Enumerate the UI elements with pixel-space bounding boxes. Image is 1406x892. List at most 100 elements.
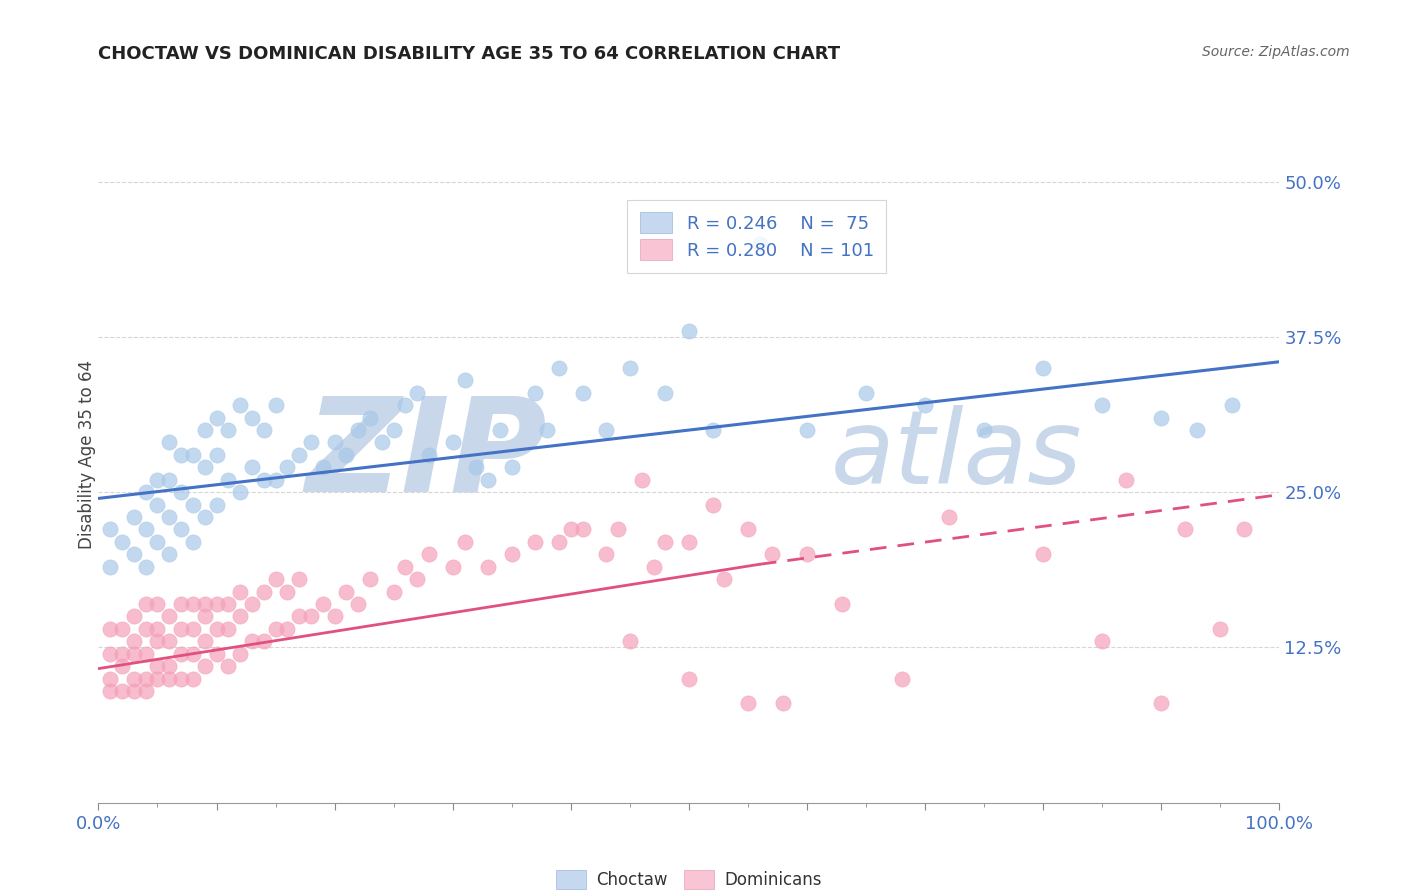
Point [122, 647, 145, 661]
Point [217, 622, 239, 636]
Point [135, 597, 157, 611]
Point [323, 609, 346, 624]
Point [1209, 622, 1232, 636]
Point [1233, 523, 1256, 537]
Text: atlas: atlas [831, 405, 1083, 505]
Point [394, 398, 416, 412]
Point [194, 659, 217, 673]
Point [264, 572, 287, 586]
Point [1174, 523, 1197, 537]
Point [122, 547, 145, 561]
Point [1150, 410, 1173, 425]
Point [335, 584, 357, 599]
Point [441, 435, 464, 450]
Point [1032, 361, 1054, 376]
Point [524, 535, 547, 549]
Point [111, 535, 134, 549]
Point [146, 597, 169, 611]
Point [181, 498, 204, 512]
Point [359, 572, 381, 586]
Point [217, 473, 239, 487]
Point [253, 584, 276, 599]
Point [855, 385, 877, 400]
Point [240, 597, 263, 611]
Point [146, 672, 169, 686]
Point [135, 647, 157, 661]
Point [772, 697, 794, 711]
Text: ZIP: ZIP [305, 392, 547, 518]
Point [170, 523, 193, 537]
Point [157, 547, 180, 561]
Point [122, 609, 145, 624]
Point [382, 423, 405, 437]
Point [737, 697, 759, 711]
Point [489, 423, 512, 437]
Point [205, 647, 228, 661]
Point [465, 460, 488, 475]
Point [619, 361, 641, 376]
Point [229, 647, 252, 661]
Point [98, 684, 121, 698]
Point [217, 597, 239, 611]
Point [536, 423, 558, 437]
Point [194, 460, 217, 475]
Point [276, 460, 298, 475]
Point [571, 385, 593, 400]
Point [1115, 473, 1137, 487]
Point [654, 535, 676, 549]
Point [938, 510, 960, 524]
Point [796, 547, 818, 561]
Point [240, 410, 263, 425]
Point [157, 510, 180, 524]
Point [253, 473, 276, 487]
Point [253, 423, 276, 437]
Point [524, 385, 547, 400]
Point [111, 659, 134, 673]
Point [441, 559, 464, 574]
Point [181, 535, 204, 549]
Point [194, 597, 217, 611]
Point [548, 535, 571, 549]
Point [702, 498, 724, 512]
Point [205, 448, 228, 462]
Point [98, 622, 121, 636]
Point [229, 485, 252, 500]
Point [170, 485, 193, 500]
Point [240, 634, 263, 648]
Point [335, 448, 357, 462]
Point [761, 547, 783, 561]
Point [135, 622, 157, 636]
Point [229, 584, 252, 599]
Point [748, 236, 770, 251]
Point [157, 634, 180, 648]
Point [453, 535, 475, 549]
Legend: Choctaw, Dominicans: Choctaw, Dominicans [550, 863, 828, 892]
Point [560, 523, 582, 537]
Point [194, 510, 217, 524]
Point [299, 609, 322, 624]
Point [170, 647, 193, 661]
Point [146, 473, 169, 487]
Point [122, 510, 145, 524]
Point [595, 547, 617, 561]
Point [678, 535, 700, 549]
Point [146, 634, 169, 648]
Point [170, 448, 193, 462]
Point [157, 672, 180, 686]
Point [122, 634, 145, 648]
Point [135, 523, 157, 537]
Point [595, 423, 617, 437]
Point [288, 572, 311, 586]
Y-axis label: Disability Age 35 to 64: Disability Age 35 to 64 [79, 360, 96, 549]
Point [157, 435, 180, 450]
Point [98, 523, 121, 537]
Point [713, 572, 735, 586]
Point [170, 597, 193, 611]
Point [619, 634, 641, 648]
Point [111, 647, 134, 661]
Point [276, 584, 298, 599]
Point [288, 609, 311, 624]
Point [194, 423, 217, 437]
Point [1032, 547, 1054, 561]
Point [796, 423, 818, 437]
